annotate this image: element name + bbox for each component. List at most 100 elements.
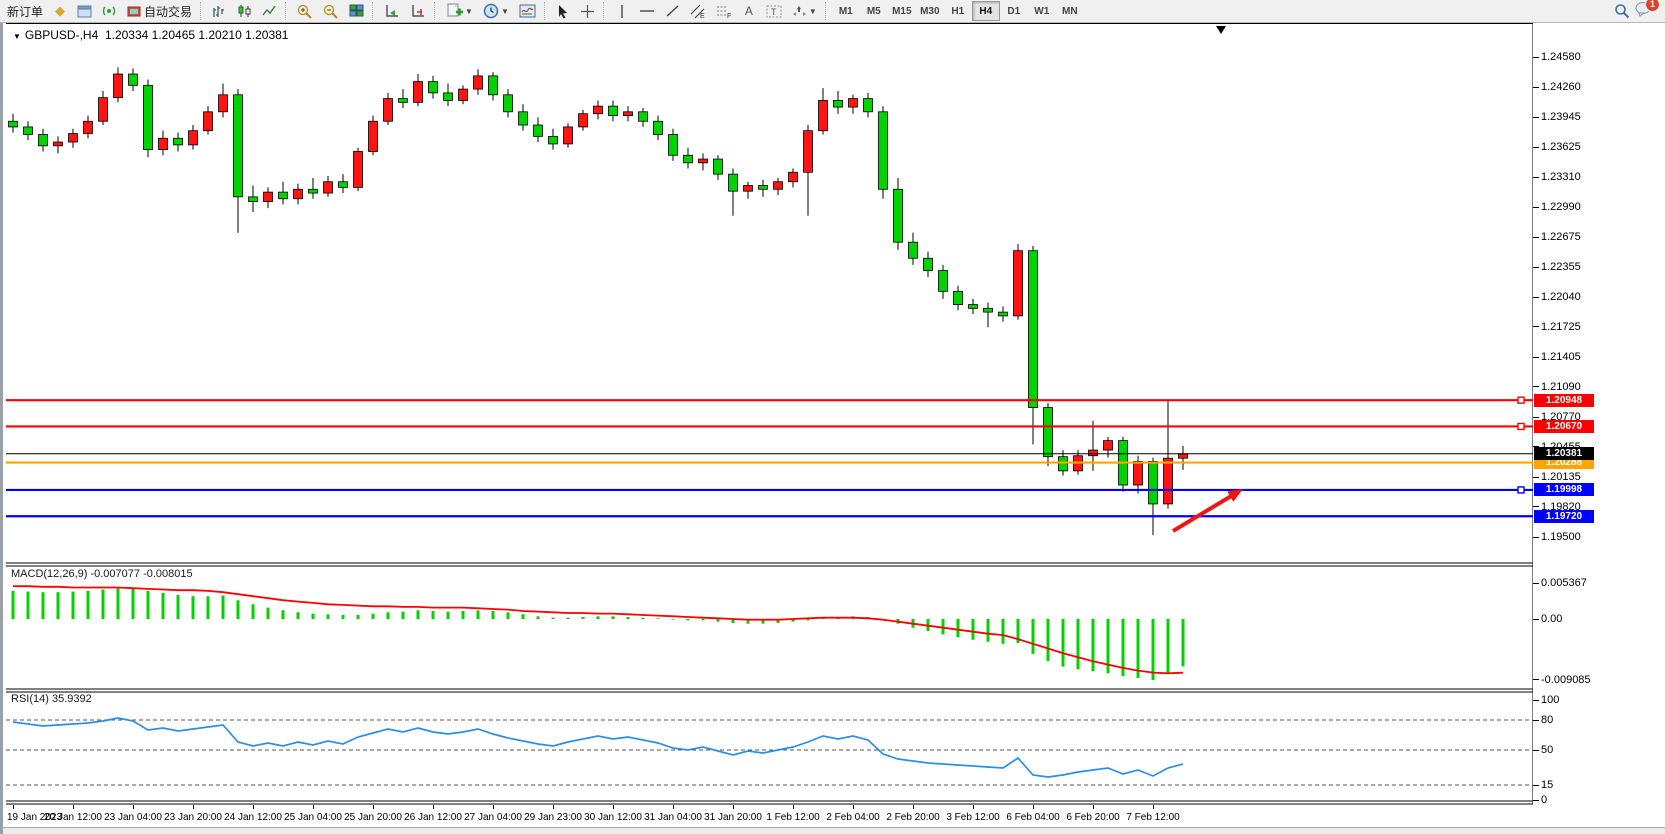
signal-icon[interactable] [98,1,121,21]
timeframe-w1[interactable]: W1 [1034,5,1050,17]
axis-tick [1533,784,1539,786]
date-label: 29 Jan 23:00 [524,812,582,823]
bear-candle [23,126,33,135]
label-tool-icon[interactable]: T [762,1,786,21]
bear-candle [833,100,843,108]
bull-candle [848,98,858,108]
bear-candle [863,98,873,113]
bull-candle [293,188,303,200]
bull-candle [803,130,813,173]
line-chart-type-icon[interactable] [258,1,281,21]
fibonacci-tool-icon[interactable]: F [712,1,736,21]
bull-candle [83,120,93,134]
new-order-button[interactable]: 新订单 [3,1,47,21]
line-handle[interactable] [1517,422,1525,431]
chart-symbol-period: GBPUSD-,H4 [24,28,99,42]
bear-candle [908,241,918,259]
indicators-add-icon[interactable] [380,1,404,21]
axis-tick [1533,618,1539,620]
zoom-out-icon[interactable] [319,1,343,21]
timeframe-d1[interactable]: D1 [1007,5,1021,17]
vertical-line-tool-icon[interactable] [611,1,633,21]
price-label: 1.23310 [1541,171,1581,183]
axis-tick [1533,296,1539,298]
bull-candle [353,151,363,188]
zoom-in-icon[interactable] [293,1,317,21]
bull-candle [98,97,108,122]
chart-title: ▼ GBPUSD-,H4 1.20334 1.20465 1.20210 1.20… [13,28,288,42]
candlestick-chart-type-icon[interactable] [233,1,256,21]
arrow-annotation-head[interactable] [1227,489,1243,502]
trendline-tool-icon[interactable] [661,1,684,21]
svg-text:T: T [771,7,777,17]
arrows-tool-icon[interactable]: ▼ [788,1,821,21]
chat-button[interactable]: 1 [1635,0,1660,22]
date-label: 25 Jan 20:00 [344,812,402,823]
channel-tool-icon[interactable]: E [686,1,710,21]
axis-tick [1533,176,1539,178]
chart-ohlc-values: 1.20334 1.20465 1.20210 1.20381 [104,28,289,42]
chart-window[interactable]: ▼ GBPUSD-,H4 1.20334 1.20465 1.20210 1.20… [0,23,1665,834]
indicators-remove-icon[interactable] [406,1,430,21]
timeframe-group: M1 M5 M15 M30 H1 H4 D1 W1 MN [832,1,1084,22]
date-label: 3 Feb 12:00 [946,812,1000,823]
bull-candle [1013,250,1023,317]
text-tool-icon[interactable]: A [738,1,760,21]
date-tick [1033,805,1034,809]
timeframe-m15[interactable]: M15 [892,5,912,17]
bull-candle [578,113,588,128]
new-chart-button[interactable]: ▼ [442,1,477,21]
cursor-tool-icon[interactable] [552,1,574,21]
history-center-icon[interactable] [73,1,96,21]
timeframe-m30[interactable]: M30 [920,5,940,17]
line-handle[interactable] [1517,396,1525,404]
axis-tick [1533,679,1539,681]
timeframe-h1[interactable]: H1 [951,5,965,17]
bear-candle [488,75,498,96]
bear-candle [758,185,768,190]
macd-axis-label: -0.009085 [1541,673,1591,686]
macd-label: MACD(12,26,9) -0.007077 -0.008015 [11,568,193,580]
bar-chart-type-icon[interactable] [208,1,231,21]
bear-candle [308,188,318,194]
bear-candle [983,307,993,313]
bear-candle [398,98,408,103]
search-icon[interactable] [1610,1,1634,21]
rsi-line [12,717,1184,778]
crosshair-tool-icon[interactable] [576,1,599,21]
bull-candle [788,171,798,183]
macd-pane [11,585,1185,680]
bear-candle [38,134,48,147]
arrow-annotation[interactable] [1171,492,1236,533]
price-axis[interactable]: 1.24580 1.24260 1.23945 1.23625 1.23310 1.229… [1533,23,1665,834]
date-tick [1153,805,1154,809]
toolbar: 新订单 ◆ 自动交易 [0,0,1665,23]
date-label: 24 Jan 12:00 [224,812,282,823]
dropdown-caret: ▼ [808,6,817,16]
bull-candle [53,141,63,147]
horizontal-line-tool-icon[interactable] [635,1,659,21]
axis-tick [1533,416,1539,418]
timeframe-mn[interactable]: MN [1062,5,1078,17]
toolbar-separator [285,2,289,20]
bull-candle [743,185,753,192]
template-button[interactable] [515,1,540,21]
period-button[interactable]: ▼ [479,1,513,21]
tile-windows-icon[interactable] [345,1,368,21]
chart-canvas[interactable] [3,23,1665,834]
dropdown-caret: ▼ [465,6,473,16]
axis-tick [1533,146,1539,148]
bull-candle [413,81,423,103]
timeframe-m5[interactable]: M5 [866,5,881,17]
timeframe-h4[interactable]: H4 [971,1,1000,22]
rsi-axis-label: 50 [1541,744,1554,756]
timeframe-m1[interactable]: M1 [838,5,853,17]
chart-shift-marker[interactable] [1216,26,1226,34]
autotrade-button[interactable]: 自动交易 [123,1,196,21]
line-handle[interactable] [1517,486,1525,494]
bear-candle [143,84,153,150]
date-tick [733,805,734,809]
axis-tick [1533,386,1539,388]
metaquotes-icon[interactable]: ◆ [49,1,71,21]
axis-tick [1533,476,1539,478]
